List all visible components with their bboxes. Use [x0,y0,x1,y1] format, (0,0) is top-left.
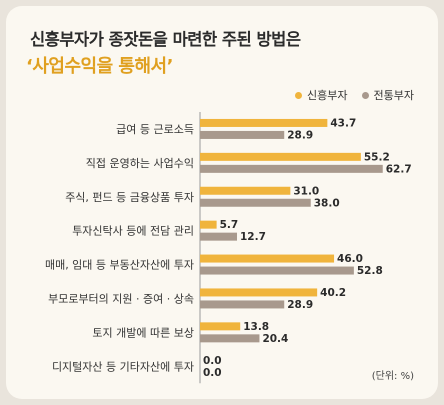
data-label: 52.8 [357,265,383,277]
bar-new-rich [200,118,328,127]
category-label: 투자신탁사 등에 전담 관리 [72,225,194,238]
category-label: 급여 등 근로소득 [116,123,194,136]
data-label: 46.0 [337,253,363,265]
legend: 신흥부자 전통부자 [295,87,414,103]
chart-title: 신흥부자가 종잣돈을 마련한 주된 방법은 [30,30,301,49]
data-label: 28.9 [287,129,313,141]
category-label: 매매, 임대 등 부동산자산에 투자 [45,259,194,272]
category-label: 직접 운영하는 사업수익 [86,156,194,170]
data-label: 31.0 [293,185,319,197]
bar-new-rich [200,220,217,229]
data-label: 12.7 [240,231,266,243]
data-label: 62.7 [386,163,412,175]
legend-label-new-rich: 신흥부자 [307,89,348,102]
category-label: 디지털자산 등 기타자산에 투자 [52,360,194,373]
legend-label-old-rich: 전통부자 [373,89,414,102]
data-label: 0.0 [203,355,222,367]
bar-old-rich [200,334,260,343]
bar-old-rich [200,198,311,207]
legend-swatch-new-rich [295,91,303,99]
chart-subtitle: ‘사업수익을 통해서’ [26,56,173,77]
data-label: 40.2 [320,287,346,299]
bar-old-rich [200,300,285,309]
legend-swatch-old-rich [361,91,369,99]
bar-new-rich [200,254,335,263]
bar-old-rich [200,130,285,139]
data-label: 28.9 [287,299,313,311]
unit-label: (단위: %) [371,371,414,382]
data-label: 20.4 [262,333,288,345]
data-label: 55.2 [364,151,390,163]
bar-old-rich [200,164,383,173]
data-label: 13.8 [243,321,269,333]
data-label: 43.7 [330,117,356,129]
bar-new-rich [200,322,241,331]
bar-old-rich [200,232,238,241]
category-label: 부모로부터의 지원 · 증여 · 상속 [48,292,194,305]
bar-new-rich [200,186,291,195]
data-label: 0.0 [203,367,222,379]
bar-old-rich [200,266,354,275]
data-label: 38.0 [314,197,340,209]
bar-new-rich [200,152,361,161]
category-label: 주식, 펀드 등 금융상품 투자 [65,191,194,204]
legend-item-new-rich: 신흥부자 [295,87,348,103]
category-label: 토지 개발에 따른 보상 [92,326,194,339]
data-label: 5.7 [220,219,239,231]
legend-item-old-rich: 전통부자 [361,87,414,103]
bar-new-rich [200,288,318,297]
